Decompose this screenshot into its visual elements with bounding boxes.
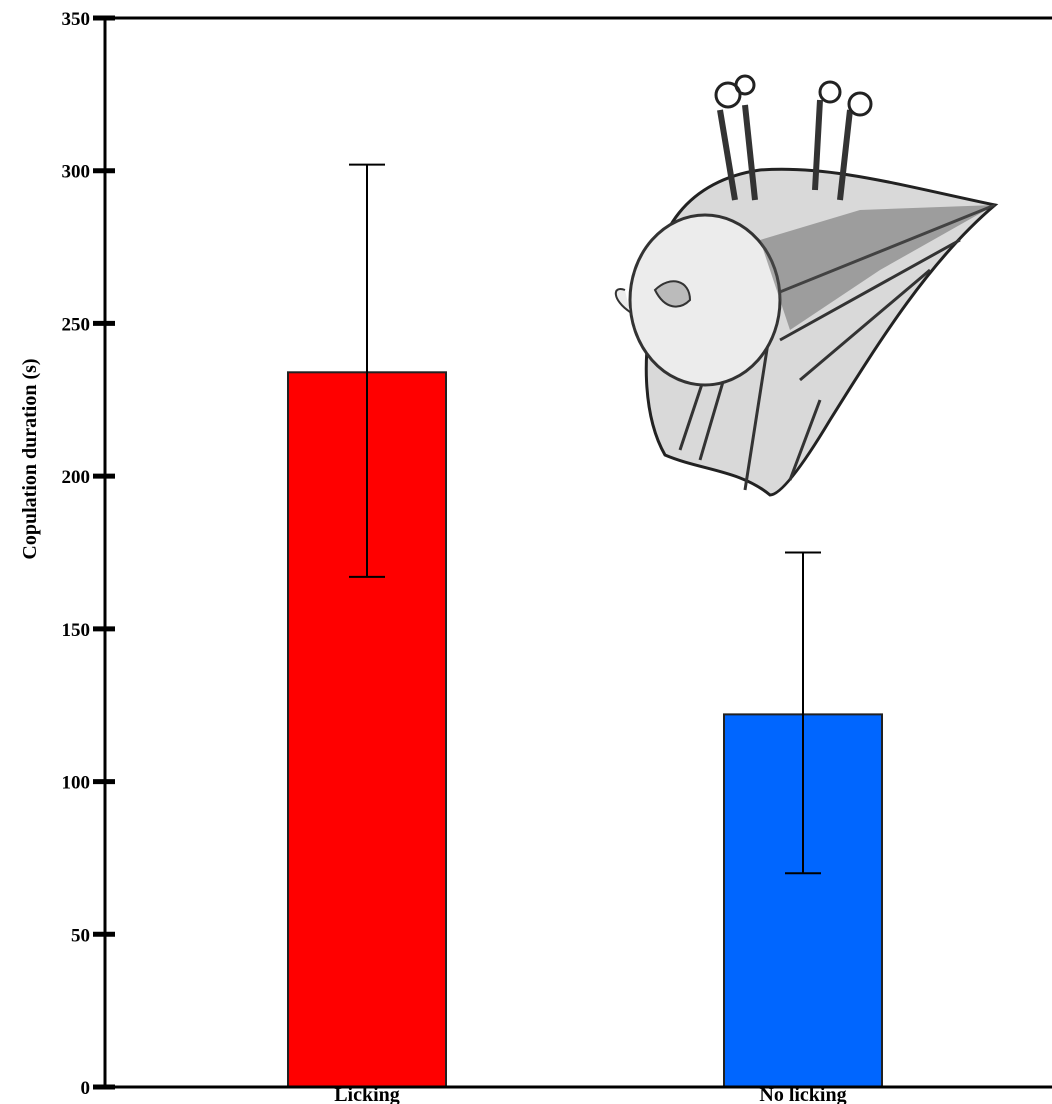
y-tick-label-100: 100: [62, 773, 91, 794]
x-category-label-1: No licking: [759, 1084, 846, 1104]
bat-illustration: [614, 74, 999, 497]
y-tick-label-350: 350: [62, 9, 91, 30]
y-tick-label-0: 0: [81, 1078, 91, 1099]
plot-area: 0 50 100 150 200 250 300 350 Licking No licking: [62, 9, 1052, 1104]
x-category-label-0: Licking: [334, 1084, 400, 1104]
y-tick-label-250: 250: [62, 314, 91, 335]
y-tick-label-200: 200: [62, 467, 91, 488]
y-tick-label-150: 150: [62, 620, 91, 641]
y-axis-title: Copulation duration (s): [19, 358, 41, 559]
y-tick-label-50: 50: [71, 925, 90, 946]
y-tick-label-300: 300: [62, 162, 91, 183]
